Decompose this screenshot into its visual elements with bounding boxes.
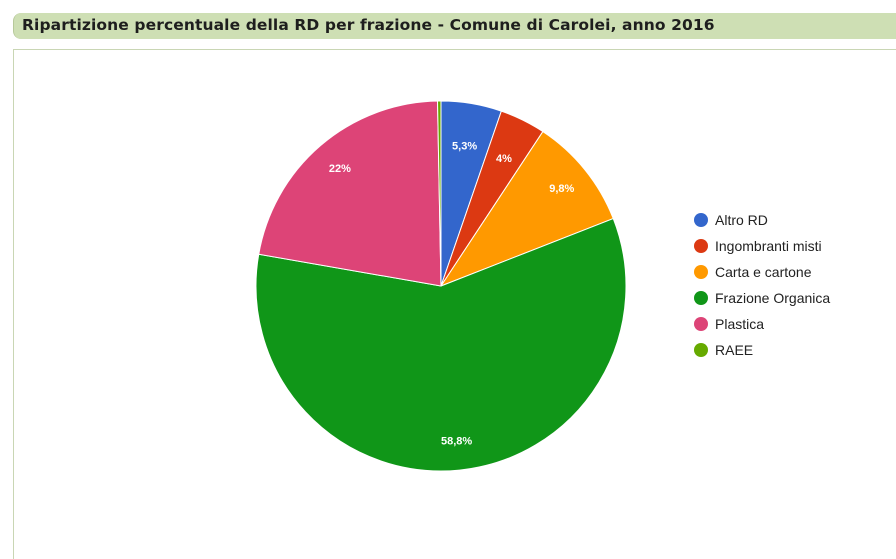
legend-item-ingombranti-misti[interactable]: Ingombranti misti — [694, 238, 822, 254]
legend-marker-carta-e-cartone — [694, 265, 708, 279]
pie-slice-frazione-organica[interactable] — [255, 217, 627, 472]
slice-label-plastica: 22% — [329, 163, 351, 175]
legend-marker-ingombranti-misti — [694, 239, 708, 253]
legend-marker-raee — [694, 343, 708, 357]
pie-slice-plastica[interactable] — [258, 100, 442, 287]
slice-label-carta-e-cartone: 9,8% — [549, 183, 574, 195]
slice-labels: 5,3% 4% 9,8% 58,8% 22% — [329, 141, 575, 448]
legend-label-ingombranti-misti: Ingombranti misti — [715, 238, 822, 254]
legend-label-plastica: Plastica — [715, 316, 764, 332]
legend-label-frazione-organica: Frazione Organica — [715, 290, 830, 306]
legend-item-plastica[interactable]: Plastica — [694, 316, 764, 332]
slice-label-ingombranti-misti: 4% — [496, 153, 512, 165]
slice-label-altro-rd: 5,3% — [452, 141, 477, 153]
pie-slice-raee[interactable] — [437, 100, 442, 287]
legend-label-carta-e-cartone: Carta e cartone — [715, 264, 812, 280]
pie-chart: 5,3% 4% 9,8% 58,8% 22% Altro RD Ingombranti m… — [255, 100, 830, 472]
legend: Altro RD Ingombranti misti Carta e cartone… — [694, 212, 830, 358]
legend-item-frazione-organica[interactable]: Frazione Organica — [694, 290, 830, 306]
slice-label-frazione-organica: 58,8% — [441, 436, 472, 448]
legend-item-raee[interactable]: RAEE — [694, 342, 753, 358]
chart-panel — [13, 49, 896, 559]
legend-marker-altro-rd — [694, 213, 708, 227]
pie-slice-carta-e-cartone[interactable] — [439, 130, 614, 288]
legend-marker-plastica — [694, 317, 708, 331]
chart-header: Ripartizione percentuale della RD per fr… — [13, 13, 896, 39]
pie-slices — [255, 100, 627, 472]
chart-title: Ripartizione percentuale della RD per fr… — [22, 16, 715, 34]
legend-item-carta-e-cartone[interactable]: Carta e cartone — [694, 264, 812, 280]
legend-label-altro-rd: Altro RD — [715, 212, 768, 228]
legend-label-raee: RAEE — [715, 342, 753, 358]
legend-item-altro-rd[interactable]: Altro RD — [694, 212, 768, 228]
legend-marker-frazione-organica — [694, 291, 708, 305]
